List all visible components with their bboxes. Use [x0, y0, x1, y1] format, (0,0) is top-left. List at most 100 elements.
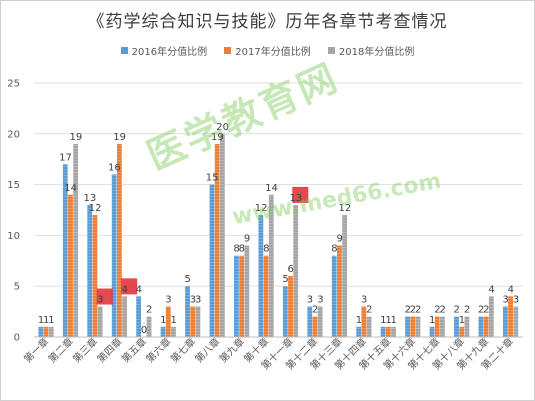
data-label-2017-第四章: 19 [113, 132, 126, 143]
bar-2017-第四章 [116, 143, 122, 337]
legend-item-2018: 2018年分值比例 [327, 43, 415, 58]
y-axis: 0 5 10 15 20 25 [7, 79, 20, 344]
bar-2016-第八章 [209, 184, 215, 337]
data-label-2016-第十一章: 5 [282, 274, 288, 285]
data-label-2018-第七章: 3 [195, 295, 201, 306]
data-label-2017-第一章: 1 [43, 315, 49, 326]
bar-2016-第十八章 [454, 316, 459, 337]
data-label-2018-第二十章: 3 [513, 295, 519, 306]
bar-2017-第十一章 [288, 276, 293, 337]
highlight-marker [292, 186, 309, 203]
data-label-2018-第十一章: 13 [290, 193, 303, 204]
bar-2016-第七章 [185, 286, 190, 337]
category-label: 第五章 [119, 335, 149, 365]
data-label-2018-第十二章: 3 [317, 295, 323, 306]
bar-2018-第十九章 [488, 296, 494, 337]
data-label-2018-第十八章: 2 [464, 305, 470, 316]
bar-2018-第十七章 [440, 316, 445, 337]
data-label-2018-第十五章: 1 [391, 315, 397, 326]
y-tick-label: 25 [7, 79, 20, 90]
data-label-2017-第十二章: 2 [312, 305, 318, 316]
bar-2018-第二十章 [513, 306, 519, 337]
data-label-2017-第十八章: 1 [459, 315, 465, 326]
data-label-2017-第五章: 0 [141, 325, 147, 336]
bar-2018-第十一章 [293, 204, 299, 337]
bar-2018-第二章 [73, 143, 79, 337]
data-label-2017-第三章: 12 [89, 203, 102, 214]
bar-2018-第十四章 [366, 316, 372, 337]
data-label-2018-第四章: 4 [122, 284, 128, 295]
data-label-2018-第八章: 20 [216, 122, 229, 133]
bar-2016-第二十章 [502, 306, 508, 337]
data-label-2018-第五章: 2 [146, 305, 152, 316]
data-label-2016-第二章: 17 [59, 152, 72, 163]
bar-2017-第八章 [214, 143, 220, 337]
data-label-2017-第十三章: 9 [336, 234, 342, 245]
data-label-2018-第十三章: 12 [338, 203, 351, 214]
legend-label-2018: 2018年分值比例 [338, 47, 415, 58]
bar-2018-第十五章 [391, 326, 396, 337]
data-label-2017-第十四章: 3 [361, 295, 367, 306]
legend-item-2017: 2017年分值比例 [224, 43, 311, 58]
bar-2018-第五章 [146, 316, 152, 337]
data-label-2018-第十四章: 2 [366, 305, 372, 316]
bar-2017-第十七章 [434, 316, 440, 337]
data-label-2018-第十七章: 2 [439, 305, 445, 316]
data-label-2018-第九章: 9 [244, 234, 250, 245]
bar-2016-第十七章 [429, 326, 435, 337]
category-label: 第九章 [217, 335, 247, 365]
bar-2017-第十四章 [361, 306, 367, 337]
bar-2017-第十三章 [337, 245, 342, 337]
bar-2018-第七章 [195, 306, 201, 337]
bar-2017-第十二章 [312, 316, 318, 337]
bar-2016-第十九章 [478, 316, 484, 337]
bar-2017-第六章 [165, 306, 171, 337]
bar-2016-第二章 [62, 164, 68, 337]
bar-2017-第七章 [190, 306, 196, 337]
y-tick-label: 5 [14, 282, 20, 293]
bar-2016-第十一章 [282, 286, 288, 337]
bar-2017-第十章 [263, 255, 269, 337]
bar-2018-第十三章 [342, 215, 348, 337]
bar-2016-第六章 [160, 326, 166, 337]
bar-2017-第二章 [68, 194, 73, 337]
bar-2018-第十二章 [317, 306, 323, 337]
data-label-2016-第一章: 1 [38, 315, 44, 326]
data-label-2016-第六章: 1 [160, 315, 166, 326]
data-label-2016-第九章: 8 [233, 244, 239, 255]
data-label-2017-第九章: 8 [239, 244, 245, 255]
category-label: 第七章 [168, 335, 198, 365]
data-label-2017-第十一章: 6 [288, 264, 294, 275]
bar-2018-第三章 [97, 306, 103, 337]
highlight-marker [121, 278, 138, 295]
data-label-2018-第六章: 1 [170, 315, 176, 326]
y-tick-label: 10 [7, 231, 20, 242]
data-label-2017-第十章: 8 [263, 244, 269, 255]
bar-2016-第三章 [87, 204, 93, 337]
data-label-2018-第十章: 14 [265, 183, 278, 194]
bar-2018-第一章 [48, 326, 54, 337]
data-label-2017-第六章: 3 [165, 295, 171, 306]
bar-2016-第十二章 [307, 306, 313, 337]
bar-2018-第十八章 [464, 316, 470, 337]
category-label: 第二章 [45, 335, 75, 365]
highlight-marker [96, 288, 113, 305]
bar-2016-第十四章 [356, 326, 362, 337]
data-label-2016-第八章: 15 [206, 173, 219, 184]
bar-2017-第九章 [239, 255, 245, 337]
data-label-2016-第十八章: 2 [453, 305, 459, 316]
bar-2016-第十六章 [405, 316, 410, 337]
y-tick-label: 0 [14, 333, 20, 344]
bar-2017-第十八章 [459, 326, 465, 337]
bar-2018-第六章 [171, 326, 176, 337]
data-label-2016-第七章: 5 [185, 274, 191, 285]
bar-2017-第十五章 [385, 326, 391, 337]
category-label: 第一章 [21, 335, 51, 365]
data-label-2018-第一章: 1 [48, 315, 54, 326]
bar-2016-第十章 [258, 215, 264, 337]
data-label-2017-第七章: 3 [190, 295, 196, 306]
data-label-2016-第十七章: 1 [429, 315, 435, 326]
data-label-2016-第十章: 12 [255, 203, 268, 214]
